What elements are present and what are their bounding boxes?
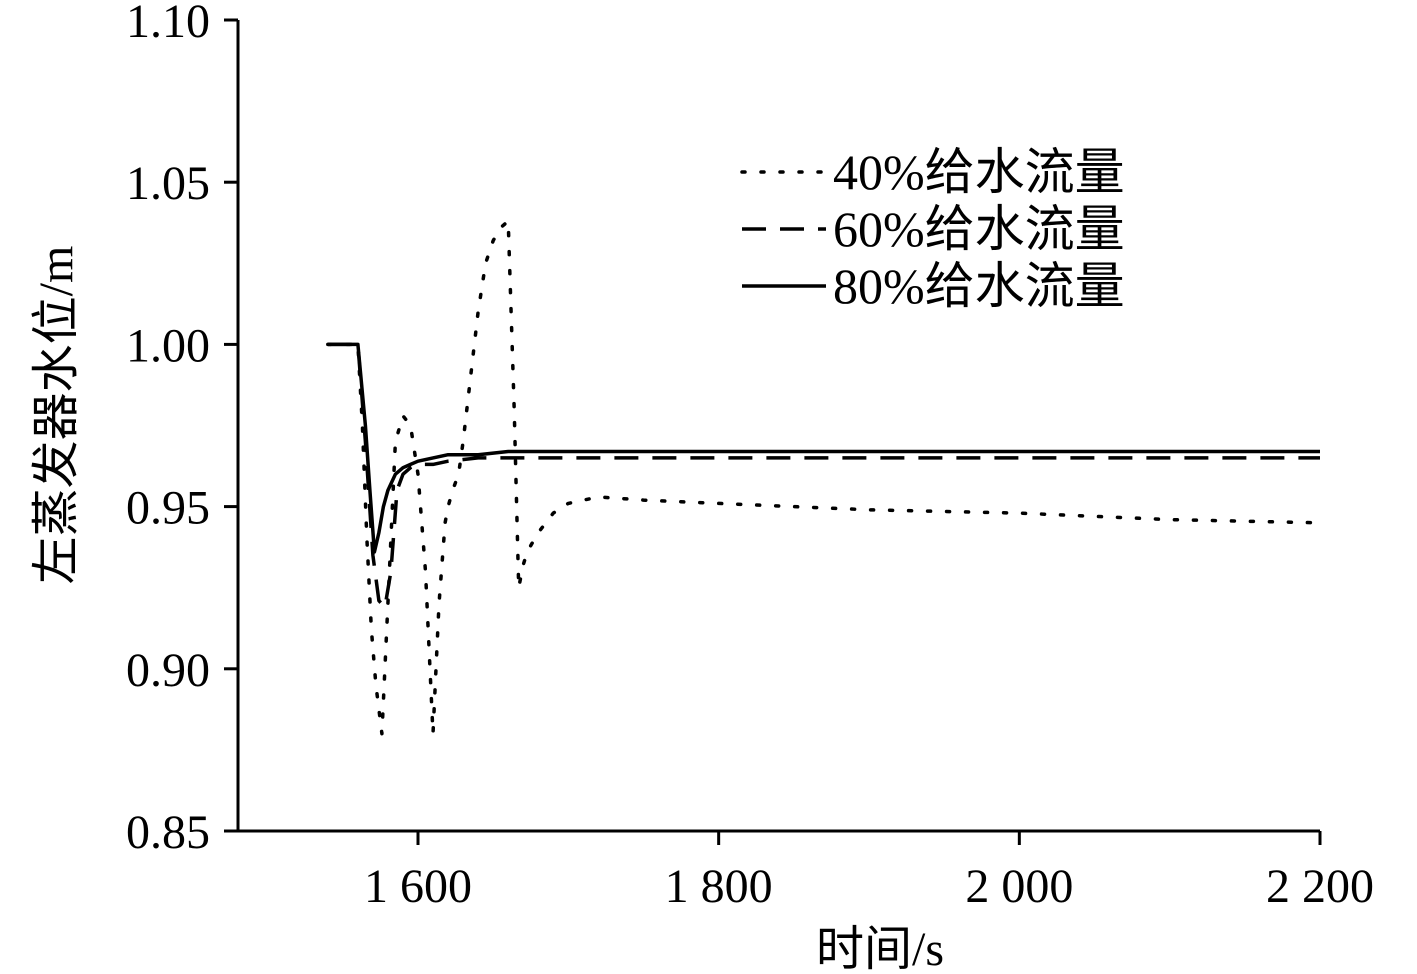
y-tick-label: 1.00 xyxy=(126,319,210,372)
series-line xyxy=(327,342,1320,554)
x-tick-label: 2 000 xyxy=(965,860,1073,913)
y-tick-label: 1.10 xyxy=(126,0,210,48)
y-tick-label: 0.95 xyxy=(126,482,210,535)
legend-label: 60%给水流量 xyxy=(833,201,1125,257)
legend-label: 40%给水流量 xyxy=(833,144,1125,200)
series-line xyxy=(326,219,1322,736)
y-tick-label: 1.05 xyxy=(126,157,210,210)
series-line xyxy=(327,342,1320,609)
x-tick-label: 1 600 xyxy=(364,860,472,913)
axes xyxy=(236,20,1320,833)
y-axis-title: 左蒸发器水位/m xyxy=(30,246,83,585)
y-tick-label: 0.85 xyxy=(126,806,210,859)
series-layer xyxy=(326,219,1322,736)
legend-label: 80%给水流量 xyxy=(833,258,1125,314)
y-tick-label: 0.90 xyxy=(126,644,210,697)
x-tick-label: 1 800 xyxy=(665,860,773,913)
x-tick-label: 2 200 xyxy=(1266,860,1374,913)
x-axis-title: 时间/s xyxy=(816,923,944,974)
ticks: 0.85 0.90 0.95 1.00 1.05 1.10 1 600 1 800 2 000 2… xyxy=(126,0,1374,913)
